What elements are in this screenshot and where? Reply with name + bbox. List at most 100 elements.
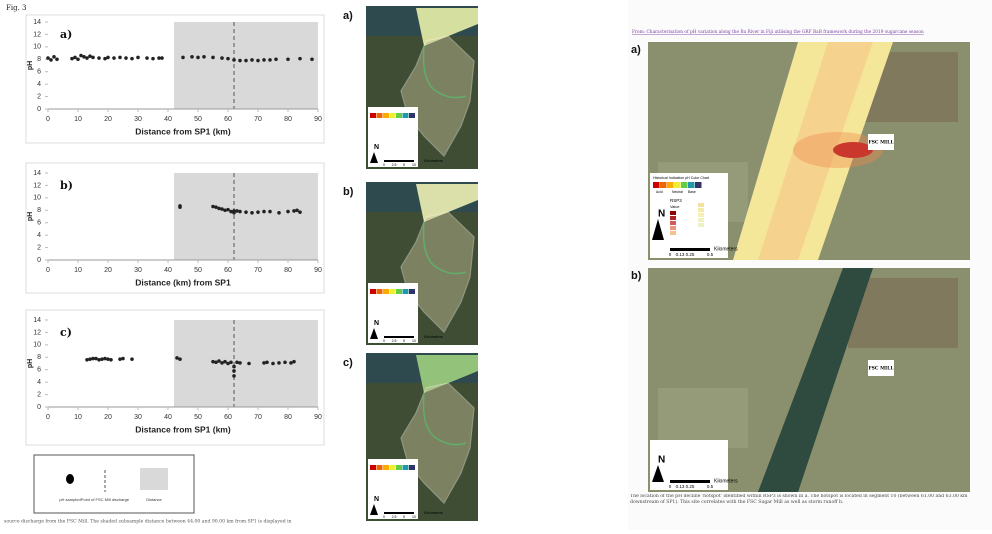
data-point [310,57,314,61]
x-axis-label: Distance from SP1 (km) [135,424,231,434]
data-point [178,357,182,361]
legend-color [681,182,688,188]
x-tick-label: 0 [46,116,50,123]
data-point [256,210,260,214]
scale-tick: 0 [383,163,385,167]
legend-color [660,182,667,188]
scale-tick: 2.5 [392,163,397,167]
data-point [262,58,266,62]
data-point [286,210,290,214]
shaded-range [174,320,318,407]
data-point [229,360,233,364]
scale-tick: 10 [412,163,416,167]
layer-name: RSP3 [670,198,682,203]
legend-color [403,113,409,118]
scale-tick: 0 [383,515,385,519]
x-tick-label: 20 [104,116,112,123]
data-point [295,208,299,212]
data-point [49,58,53,62]
page: Fig. 3024681012140102030405060708090Dist… [0,0,992,534]
scale-tick: 0.13 [676,252,685,257]
legend-ramp [698,223,704,227]
legend-entry: pH sampled [59,497,80,502]
legend-color [403,289,409,294]
legend-entry: Point of FSC Mill discharge [81,497,130,502]
y-axis-label: pH [27,359,34,368]
map-panel-label: a) [631,44,641,56]
map-field [658,388,748,448]
y-tick-label: 0 [37,257,41,264]
legend-swatch [140,468,168,490]
x-tick-label: 90 [314,267,322,274]
data-point [271,362,275,366]
x-tick-label: 10 [74,414,82,421]
legend-ramp [670,211,676,215]
y-tick-label: 14 [33,317,41,324]
legend-color [688,182,695,188]
y-tick-label: 0 [37,106,41,113]
map-panel-label: a) [343,10,353,22]
data-point [232,58,236,62]
x-tick-label: 10 [74,267,82,274]
data-point [118,56,122,60]
scale-bar [670,480,710,483]
data-point [256,59,260,63]
x-tick-label: 40 [164,267,172,274]
y-tick-label: 10 [33,44,41,51]
data-point [73,56,77,60]
data-point [211,360,215,364]
scale-unit: Kilometers [424,334,443,339]
y-tick-label: 10 [33,195,41,202]
figure-label: Fig. 3 [6,4,26,12]
legend-entry: Distance [146,497,162,502]
legend-ramp [670,231,676,235]
data-point [76,57,80,61]
x-tick-label: 40 [164,414,172,421]
data-point [235,360,239,364]
data-point [283,360,287,364]
x-tick-label: 50 [194,267,202,274]
north-label: N [658,209,665,220]
legend-color [370,289,376,294]
legend-ramp [698,213,704,217]
data-point [112,56,116,60]
data-point [181,56,185,60]
x-tick-label: 30 [134,414,142,421]
x-tick-label: 60 [224,414,232,421]
data-point [130,57,134,61]
legend-color [409,289,415,294]
scale-tick: 0 [383,339,385,343]
y-tick-label: 12 [33,182,41,189]
data-point [97,56,101,60]
data-point [223,208,227,212]
data-point [226,208,230,212]
data-point [100,357,104,361]
data-point [232,211,236,215]
data-point [223,360,227,364]
data-point [250,211,254,215]
y-tick-label: 2 [37,93,41,100]
data-point [196,56,200,60]
north-label: N [374,144,379,151]
x-tick-label: 90 [314,414,322,421]
y-tick-label: 8 [37,56,41,63]
legend-ramp [698,218,704,222]
legend-color [377,113,383,118]
x-tick-label: 70 [254,414,262,421]
x-tick-label: 50 [194,414,202,421]
legend-color [409,113,415,118]
data-point [91,56,95,60]
data-point [247,362,251,366]
panel-label: b) [60,179,73,192]
data-point [244,59,248,63]
caption-top: From: Characterisation of pH variation a… [632,30,924,35]
data-point [226,57,230,61]
data-point [232,374,236,378]
legend-point [66,474,74,484]
legend-color [377,465,383,470]
data-point [88,357,92,361]
x-tick-label: 40 [164,116,172,123]
data-point [202,55,206,59]
legend-color [396,289,402,294]
north-label: N [658,455,665,466]
